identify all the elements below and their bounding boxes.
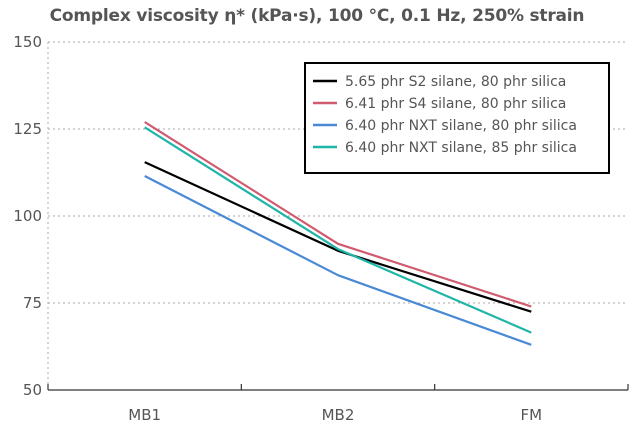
series-line-1 <box>144 161 532 313</box>
axes: 50 75 100 125 150 MB1 MB2 FM <box>13 33 629 424</box>
legend-label-3: 6.40 phr NXT silane, 80 phr silica <box>345 118 577 134</box>
x-tick-label-mb1: MB1 <box>128 406 161 424</box>
series-lines <box>144 121 532 346</box>
y-tick-label: 125 <box>13 120 42 138</box>
legend-box <box>304 62 610 174</box>
x-tick-label-mb2: MB2 <box>322 406 355 424</box>
y-tick-label: 150 <box>13 33 42 51</box>
y-tick-label: 75 <box>23 294 42 312</box>
series-line-3 <box>144 175 532 346</box>
series-line-2 <box>144 121 532 308</box>
legend-label-4: 6.40 phr NXT silane, 85 phr silica <box>345 140 577 156</box>
legend: 5.65 phr S2 silane, 80 phr silica 6.41 ph… <box>304 62 610 174</box>
chart-title: Complex viscosity η* (kPa·s), 100 °C, 0.… <box>49 6 585 26</box>
x-tick-label-fm: FM <box>521 406 543 424</box>
legend-label-1: 5.65 phr S2 silane, 80 phr silica <box>345 74 566 90</box>
y-tick-label: 50 <box>23 381 42 399</box>
series-line-4 <box>144 126 532 334</box>
legend-label-2: 6.41 phr S4 silane, 80 phr silica <box>345 96 566 112</box>
y-tick-label: 100 <box>13 207 42 225</box>
